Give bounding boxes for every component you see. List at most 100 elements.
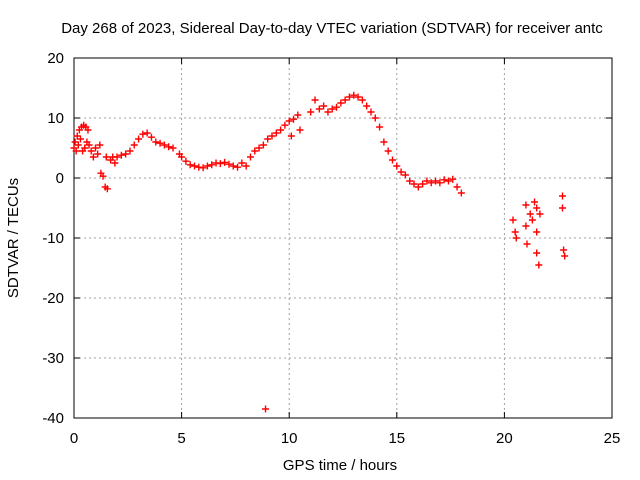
data-point — [324, 108, 332, 116]
x-tick-label: 20 — [496, 430, 513, 447]
data-point — [376, 123, 384, 131]
y-tick-label: -20 — [42, 290, 64, 307]
data-point — [406, 177, 414, 185]
data-point — [238, 159, 246, 167]
y-tick-label: -10 — [42, 230, 64, 247]
data-point — [72, 147, 80, 155]
data-point — [444, 177, 452, 185]
data-point — [436, 179, 444, 187]
data-point — [234, 163, 242, 171]
data-point — [533, 204, 541, 212]
data-point — [384, 147, 392, 155]
data-point — [147, 133, 155, 141]
data-points — [70, 91, 569, 413]
data-point — [393, 162, 401, 170]
data-point — [262, 405, 270, 413]
data-point — [315, 105, 323, 113]
data-point — [528, 216, 536, 224]
x-tick-label: 15 — [388, 430, 405, 447]
data-point — [380, 138, 388, 146]
data-point — [535, 261, 543, 269]
data-point — [225, 160, 233, 168]
data-point — [285, 117, 293, 125]
y-tick-label: 0 — [56, 170, 64, 187]
data-point — [281, 121, 289, 129]
data-point — [156, 139, 164, 147]
data-point — [522, 222, 530, 230]
data-point — [84, 126, 92, 134]
data-point — [113, 153, 121, 161]
data-point — [449, 175, 457, 183]
data-point — [92, 144, 100, 152]
data-point — [367, 108, 375, 116]
data-point — [423, 177, 431, 185]
data-point — [337, 99, 345, 107]
data-point — [371, 114, 379, 122]
data-point — [341, 96, 349, 104]
data-point — [89, 153, 97, 161]
x-axis-label: GPS time / hours — [283, 457, 397, 474]
x-axis-ticks: 0 5 10 15 20 25 — [70, 58, 621, 447]
data-point — [182, 157, 190, 165]
data-point — [160, 141, 168, 149]
data-point — [453, 183, 461, 191]
y-axis-label: SDTVAR / TECUs — [5, 178, 22, 298]
data-point — [440, 176, 448, 184]
data-point — [169, 144, 177, 152]
data-point — [272, 129, 280, 137]
data-point — [531, 198, 539, 206]
data-point — [264, 135, 272, 143]
y-tick-label: -40 — [42, 410, 64, 427]
data-point — [533, 249, 541, 257]
data-point — [246, 153, 254, 161]
data-point — [255, 144, 263, 152]
data-point — [561, 252, 569, 260]
x-tick-label: 25 — [604, 430, 621, 447]
chart-title: Day 268 of 2023, Sidereal Day-to-day VTE… — [61, 20, 603, 37]
data-point — [199, 164, 207, 172]
y-tick-label: -30 — [42, 350, 64, 367]
data-point — [363, 102, 371, 110]
data-point — [358, 96, 366, 104]
data-point — [512, 234, 520, 242]
data-point — [290, 115, 298, 123]
x-tick-label: 5 — [177, 430, 185, 447]
data-point — [102, 153, 110, 161]
data-point — [559, 204, 567, 212]
data-point — [186, 161, 194, 169]
data-point — [296, 126, 304, 134]
data-point — [117, 151, 125, 159]
data-point — [87, 147, 95, 155]
y-axis-ticks: -40 -30 -20 -10 0 10 20 — [42, 50, 612, 427]
data-point — [221, 158, 229, 166]
data-point — [135, 135, 143, 143]
data-point — [419, 180, 427, 188]
data-point — [320, 102, 328, 110]
data-point — [208, 161, 216, 169]
data-point — [229, 162, 237, 170]
data-point — [457, 189, 465, 197]
data-point — [277, 126, 285, 134]
data-point — [410, 180, 418, 188]
data-point — [294, 111, 302, 119]
data-point — [74, 141, 82, 149]
data-point — [139, 130, 147, 138]
data-point — [345, 93, 353, 101]
data-point — [432, 177, 440, 185]
plot-grid — [74, 58, 612, 418]
data-point — [111, 159, 119, 167]
data-point — [526, 210, 534, 218]
data-point — [191, 162, 199, 170]
data-point — [242, 162, 250, 170]
data-point — [427, 179, 435, 187]
data-point — [414, 183, 422, 191]
data-point — [152, 138, 160, 146]
data-point — [165, 143, 173, 151]
data-point — [76, 135, 84, 143]
data-point — [333, 103, 341, 111]
data-point — [203, 162, 211, 170]
data-point — [354, 93, 362, 101]
data-point — [85, 141, 93, 149]
data-point — [126, 147, 134, 155]
